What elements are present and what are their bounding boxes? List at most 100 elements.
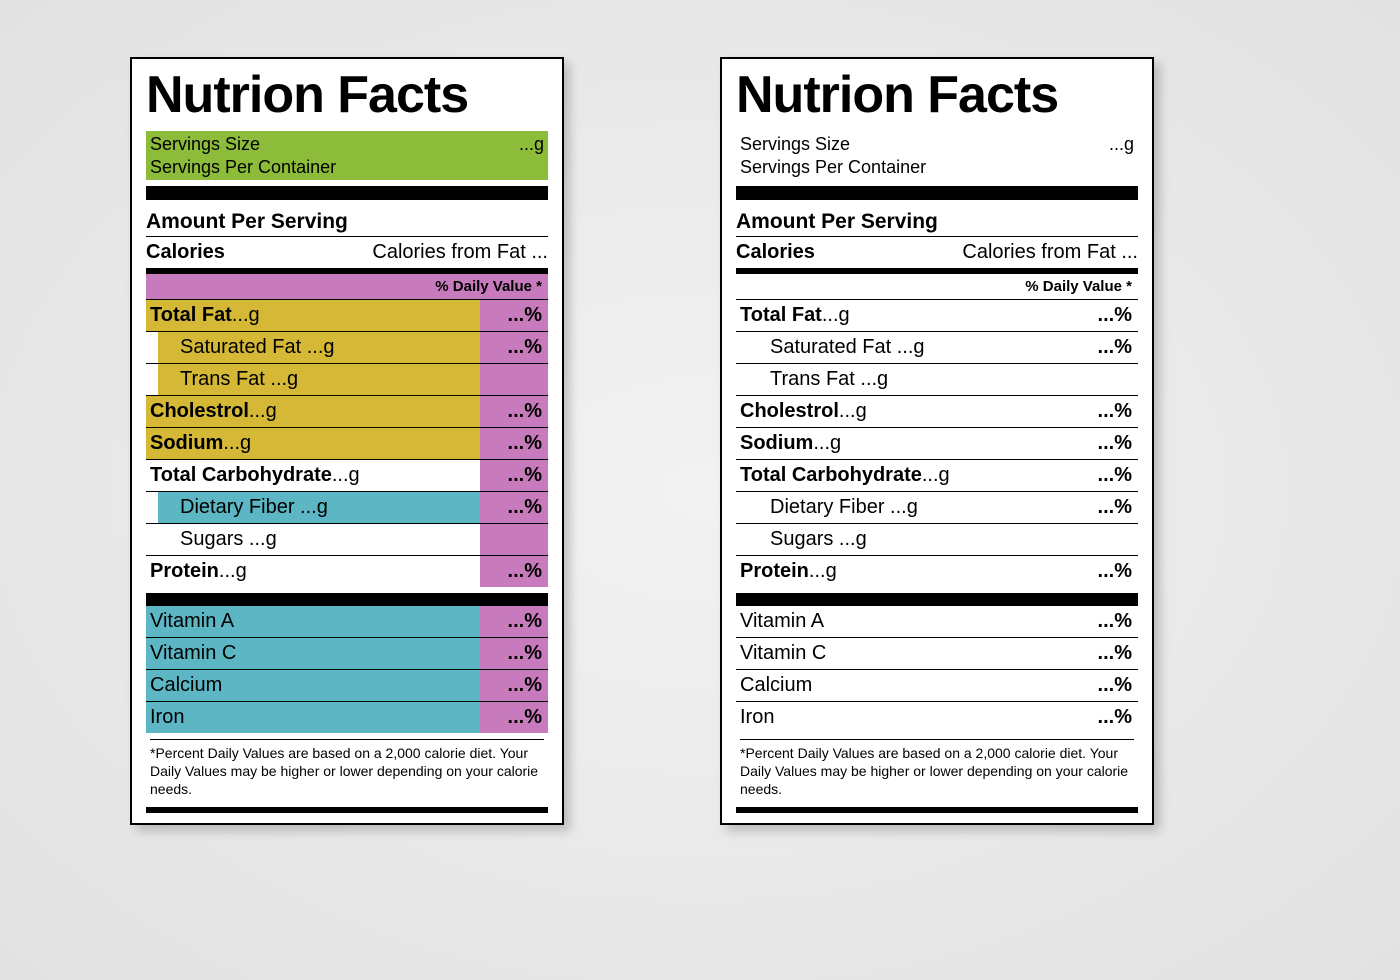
nutrient-row: Cholestrol ...g ...% bbox=[736, 395, 1138, 427]
nutrient-dv: ...% bbox=[1070, 428, 1138, 459]
nutrient-name: Sodium ...g bbox=[146, 428, 480, 459]
vitamin-row: Calcium ...% bbox=[146, 669, 548, 701]
vitamin-name: Vitamin A bbox=[736, 606, 1070, 637]
nutrient-dv: ...% bbox=[1070, 332, 1138, 363]
vitamin-dv: ...% bbox=[480, 606, 548, 637]
vitamin-dv: ...% bbox=[480, 702, 548, 733]
servings-block: Servings Size ...g Servings Per Containe… bbox=[736, 131, 1138, 180]
vitamin-dv: ...% bbox=[480, 638, 548, 669]
vitamin-name: Vitamin C bbox=[146, 638, 480, 669]
nutrient-name: Protein ...g bbox=[736, 556, 1070, 587]
vitamin-row: Iron ...% bbox=[736, 701, 1138, 733]
rule-thick bbox=[146, 186, 548, 200]
servings-block: Servings Size ...g Servings Per Containe… bbox=[146, 131, 548, 180]
nutrient-dv: ...% bbox=[1070, 396, 1138, 427]
vitamin-dv: ...% bbox=[1070, 702, 1138, 733]
nutrient-dv: ...% bbox=[1070, 492, 1138, 523]
nutrient-row: Trans Fat ...g bbox=[736, 363, 1138, 395]
nutrient-row: Sodium ...g ...% bbox=[146, 427, 548, 459]
vitamin-name: Vitamin C bbox=[736, 638, 1070, 669]
stage: Nutrion Facts Servings Size ...g Serving… bbox=[0, 0, 1400, 980]
servings-size-value: ...g bbox=[1109, 133, 1134, 156]
footnote: *Percent Daily Values are based on a 2,0… bbox=[150, 739, 544, 799]
nutrient-row: Protein ...g ...% bbox=[146, 555, 548, 587]
nutrient-row: Cholestrol ...g ...% bbox=[146, 395, 548, 427]
rule-thick bbox=[736, 186, 1138, 200]
nutrient-name: Saturated Fat ...g bbox=[146, 332, 480, 363]
nutrient-name: Total Carbohydrate ...g bbox=[736, 460, 1070, 491]
nutrient-row: Total Fat ...g ...% bbox=[146, 299, 548, 331]
servings-size-value: ...g bbox=[519, 133, 544, 156]
nutrient-row: Total Fat ...g ...% bbox=[736, 299, 1138, 331]
calories-label: Calories bbox=[736, 241, 815, 264]
daily-value-header: % Daily Value * bbox=[146, 274, 548, 299]
vitamin-name: Iron bbox=[736, 702, 1070, 733]
nutrient-row: Sodium ...g ...% bbox=[736, 427, 1138, 459]
nutrient-name: Sugars ...g bbox=[736, 524, 1070, 555]
servings-size-label: Servings Size bbox=[150, 133, 260, 156]
amount-per-serving: Amount Per Serving bbox=[146, 206, 548, 234]
vitamin-dv: ...% bbox=[1070, 670, 1138, 701]
nutrition-label-plain: Nutrion Facts Servings Size ...g Serving… bbox=[720, 57, 1154, 825]
nutrient-dv: ...% bbox=[1070, 556, 1138, 587]
nutrient-dv bbox=[480, 524, 548, 555]
nutrient-name: Total Carbohydrate ...g bbox=[146, 460, 480, 491]
servings-per-container: Servings Per Container bbox=[150, 156, 544, 179]
vitamin-row: Vitamin C ...% bbox=[736, 637, 1138, 669]
calories-row: Calories Calories from Fat ... bbox=[146, 236, 548, 264]
nutrient-row: Total Carbohydrate ...g ...% bbox=[736, 459, 1138, 491]
vitamin-name: Calcium bbox=[146, 670, 480, 701]
nutrient-row: Dietary Fiber ...g ...% bbox=[736, 491, 1138, 523]
servings-per-container: Servings Per Container bbox=[740, 156, 1134, 179]
vitamin-dv: ...% bbox=[1070, 606, 1138, 637]
vitamin-row: Vitamin C ...% bbox=[146, 637, 548, 669]
vitamin-row: Calcium ...% bbox=[736, 669, 1138, 701]
rule-med bbox=[146, 807, 548, 813]
rule-med bbox=[736, 807, 1138, 813]
nutrient-row: Sugars ...g bbox=[736, 523, 1138, 555]
nutrient-name: Sodium ...g bbox=[736, 428, 1070, 459]
nutrient-name: Cholestrol ...g bbox=[736, 396, 1070, 427]
amount-per-serving: Amount Per Serving bbox=[736, 206, 1138, 234]
nutrient-dv: ...% bbox=[480, 428, 548, 459]
nutrient-row: Saturated Fat ...g ...% bbox=[736, 331, 1138, 363]
vitamin-dv: ...% bbox=[1070, 638, 1138, 669]
nutrient-dv: ...% bbox=[480, 396, 548, 427]
nutrient-dv: ...% bbox=[480, 556, 548, 587]
nutrient-dv: ...% bbox=[480, 492, 548, 523]
vitamin-name: Iron bbox=[146, 702, 480, 733]
nutrient-name: Total Fat ...g bbox=[146, 300, 480, 331]
nutrient-name: Protein ...g bbox=[146, 556, 480, 587]
nutrient-dv bbox=[1070, 524, 1138, 555]
vitamin-row: Iron ...% bbox=[146, 701, 548, 733]
vitamin-row: Vitamin A ...% bbox=[146, 605, 548, 637]
nutrient-dv: ...% bbox=[480, 460, 548, 491]
vitamin-name: Vitamin A bbox=[146, 606, 480, 637]
label-title: Nutrion Facts bbox=[722, 59, 1152, 125]
rule-thick bbox=[736, 593, 1138, 605]
nutrient-dv bbox=[480, 364, 548, 395]
nutrient-dv: ...% bbox=[480, 332, 548, 363]
nutrient-row: Protein ...g ...% bbox=[736, 555, 1138, 587]
nutrient-dv: ...% bbox=[1070, 300, 1138, 331]
nutrient-dv bbox=[1070, 364, 1138, 395]
nutrient-name: Dietary Fiber ...g bbox=[146, 492, 480, 523]
nutrient-name: Sugars ...g bbox=[146, 524, 480, 555]
vitamin-row: Vitamin A ...% bbox=[736, 605, 1138, 637]
rule-thick bbox=[146, 593, 548, 605]
nutrient-name: Saturated Fat ...g bbox=[736, 332, 1070, 363]
nutrient-name: Total Fat ...g bbox=[736, 300, 1070, 331]
nutrient-row: Total Carbohydrate ...g ...% bbox=[146, 459, 548, 491]
nutrient-row: Dietary Fiber ...g ...% bbox=[146, 491, 548, 523]
daily-value-header: % Daily Value * bbox=[736, 274, 1138, 299]
nutrient-row: Saturated Fat ...g ...% bbox=[146, 331, 548, 363]
vitamin-name: Calcium bbox=[736, 670, 1070, 701]
calories-label: Calories bbox=[146, 241, 225, 264]
calories-row: Calories Calories from Fat ... bbox=[736, 236, 1138, 264]
footnote: *Percent Daily Values are based on a 2,0… bbox=[740, 739, 1134, 799]
nutrient-name: Trans Fat ...g bbox=[736, 364, 1070, 395]
nutrient-name: Trans Fat ...g bbox=[146, 364, 480, 395]
nutrition-label-colored: Nutrion Facts Servings Size ...g Serving… bbox=[130, 57, 564, 825]
calories-from-fat: Calories from Fat ... bbox=[962, 241, 1138, 264]
nutrient-dv: ...% bbox=[480, 300, 548, 331]
